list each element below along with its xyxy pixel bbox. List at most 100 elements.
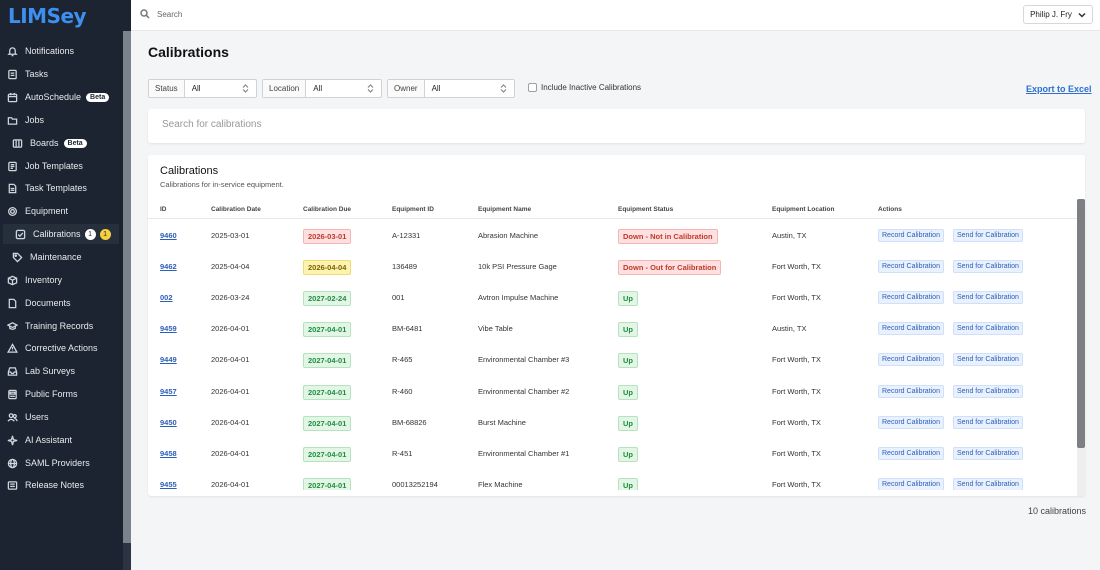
equipment-status-badge: Up [618,477,638,490]
sidebar-scrollbar-thumb[interactable] [123,31,131,543]
equipment-id: BM-68826 [392,417,427,427]
file-icon [6,297,18,309]
sidebar-item-maintenance[interactable]: Maintenance [0,247,123,267]
record-calibration-button[interactable]: Record Calibration [878,229,944,242]
column-header-equipment-status[interactable]: Equipment Status [618,206,674,213]
record-calibration-button[interactable]: Record Calibration [878,415,944,429]
location-filter[interactable]: Location All [262,79,382,98]
check-square-icon [14,228,26,240]
sidebar-item-equipment[interactable]: Equipment [0,201,123,221]
column-header-calibration-date[interactable]: Calibration Date [211,206,261,213]
sidebar-scrollbar[interactable] [123,31,131,570]
sidebar-item-label: Users [25,412,49,422]
sidebar-item-documents[interactable]: Documents [0,293,123,313]
send-for-calibration-button[interactable]: Send for Calibration [953,291,1023,305]
record-calibration-button[interactable]: Record Calibration [878,353,944,367]
record-calibration-button[interactable]: Record Calibration [878,291,944,305]
calibration-date: 2026-04-01 [211,355,250,365]
sidebar-item-tasks[interactable]: Tasks [0,64,123,84]
table-scrollbar[interactable] [1077,199,1085,496]
inbox-icon [6,365,18,377]
sidebar-item-saml-providers[interactable]: SAML Providers [0,453,123,473]
calibrations-table-card: Calibrations Calibrations for in-service… [148,155,1085,496]
column-header-id[interactable]: ID [160,206,167,213]
sidebar-item-public-forms[interactable]: Public Forms [0,384,123,404]
calibration-due-badge: 2027-04-01 [303,477,352,490]
status-filter[interactable]: Status All [148,79,257,98]
logo-text: LIMSey [8,3,87,28]
calibration-due-badge: 2026-03-01 [303,229,352,244]
logo[interactable]: LIMSey [0,0,131,31]
global-search[interactable]: Search [140,9,182,19]
column-header-calibration-due[interactable]: Calibration Due [303,206,352,213]
sidebar-item-job-templates[interactable]: Job Templates [0,156,123,176]
send-for-calibration-button[interactable]: Send for Calibration [953,477,1023,490]
column-header-equipment-name[interactable]: Equipment Name [478,206,532,213]
calibration-id-link[interactable]: 9450 [160,417,177,427]
equipment-location: Fort Worth, TX [772,355,821,365]
sidebar-item-label: Notifications [25,46,75,56]
calibration-id-link[interactable]: 9458 [160,448,177,458]
send-for-calibration-button[interactable]: Send for Calibration [953,415,1023,429]
sidebar-item-calibrations[interactable]: Calibrations 1 1 [3,224,119,244]
tag-icon [11,251,23,263]
calibration-date: 2026-04-01 [211,324,250,334]
calibration-id-link[interactable]: 9459 [160,324,177,334]
sidebar-item-inventory[interactable]: Inventory [0,270,123,290]
equipment-id: 136489 [392,262,418,272]
calibration-count: 10 calibrations [1028,506,1087,516]
send-for-calibration-button[interactable]: Send for Calibration [953,322,1023,336]
calibration-date: 2025-04-04 [211,262,250,272]
send-for-calibration-button[interactable]: Send for Calibration [953,260,1023,274]
equipment-status-badge: Up [618,446,638,462]
send-for-calibration-button[interactable]: Send for Calibration [953,353,1023,367]
table-scrollbar-thumb[interactable] [1077,199,1085,448]
calibration-due-badge: 2027-02-24 [303,291,352,307]
checklist-icon [6,68,18,80]
column-header-equipment-id[interactable]: Equipment ID [392,206,434,213]
sidebar-item-release-notes[interactable]: Release Notes [0,475,123,495]
location-select[interactable]: All [306,80,381,97]
record-calibration-button[interactable]: Record Calibration [878,477,944,490]
send-for-calibration-button[interactable]: Send for Calibration [953,446,1023,460]
include-inactive-checkbox[interactable] [528,83,537,92]
warning-icon [6,342,18,354]
calibration-id-link[interactable]: 9460 [160,231,177,240]
sidebar-item-users[interactable]: Users [0,407,123,427]
sparkle-icon [6,434,18,446]
sidebar-item-notifications[interactable]: Notifications [0,41,123,61]
record-calibration-button[interactable]: Record Calibration [878,322,944,336]
owner-select[interactable]: All [425,80,514,97]
calibration-due-badge: 2027-04-01 [303,446,352,462]
calibration-search-input[interactable] [162,119,762,130]
equipment-status-badge: Up [618,291,638,307]
sidebar-item-autoschedule[interactable]: AutoSchedule Beta [0,87,123,107]
column-header-equipment-location[interactable]: Equipment Location [772,206,835,213]
sidebar-item-task-templates[interactable]: Task Templates [0,178,123,198]
record-calibration-button[interactable]: Record Calibration [878,384,944,398]
sidebar-item-lab-surveys[interactable]: Lab Surveys [0,361,123,381]
chevron-down-icon [1078,12,1086,18]
send-for-calibration-button[interactable]: Send for Calibration [953,229,1023,242]
calibration-id-link[interactable]: 9449 [160,355,177,365]
sidebar-item-training-records[interactable]: Training Records [0,316,123,336]
sidebar-item-jobs[interactable]: Jobs [0,110,123,130]
send-for-calibration-button[interactable]: Send for Calibration [953,384,1023,398]
calibration-id-link[interactable]: 9455 [160,479,177,489]
column-header-actions[interactable]: Actions [878,206,902,213]
equipment-location: Austin, TX [772,231,807,240]
owner-filter[interactable]: Owner All [387,79,515,98]
record-calibration-button[interactable]: Record Calibration [878,260,944,274]
user-menu-button[interactable]: Philip J. Fry [1023,5,1093,24]
page-title: Calibrations [148,44,229,60]
calibration-id-link[interactable]: 002 [160,293,173,303]
include-inactive-toggle[interactable]: Include Inactive Calibrations [528,83,641,92]
calibration-id-link[interactable]: 9457 [160,386,177,396]
export-to-excel-link[interactable]: Export to Excel [1026,84,1092,94]
calibration-id-link[interactable]: 9462 [160,262,177,272]
sidebar-item-corrective-actions[interactable]: Corrective Actions [0,338,123,358]
status-select[interactable]: All [185,80,256,97]
record-calibration-button[interactable]: Record Calibration [878,446,944,460]
sidebar-item-ai-assistant[interactable]: AI Assistant [0,430,123,450]
sidebar-item-boards[interactable]: Boards Beta [0,133,123,153]
